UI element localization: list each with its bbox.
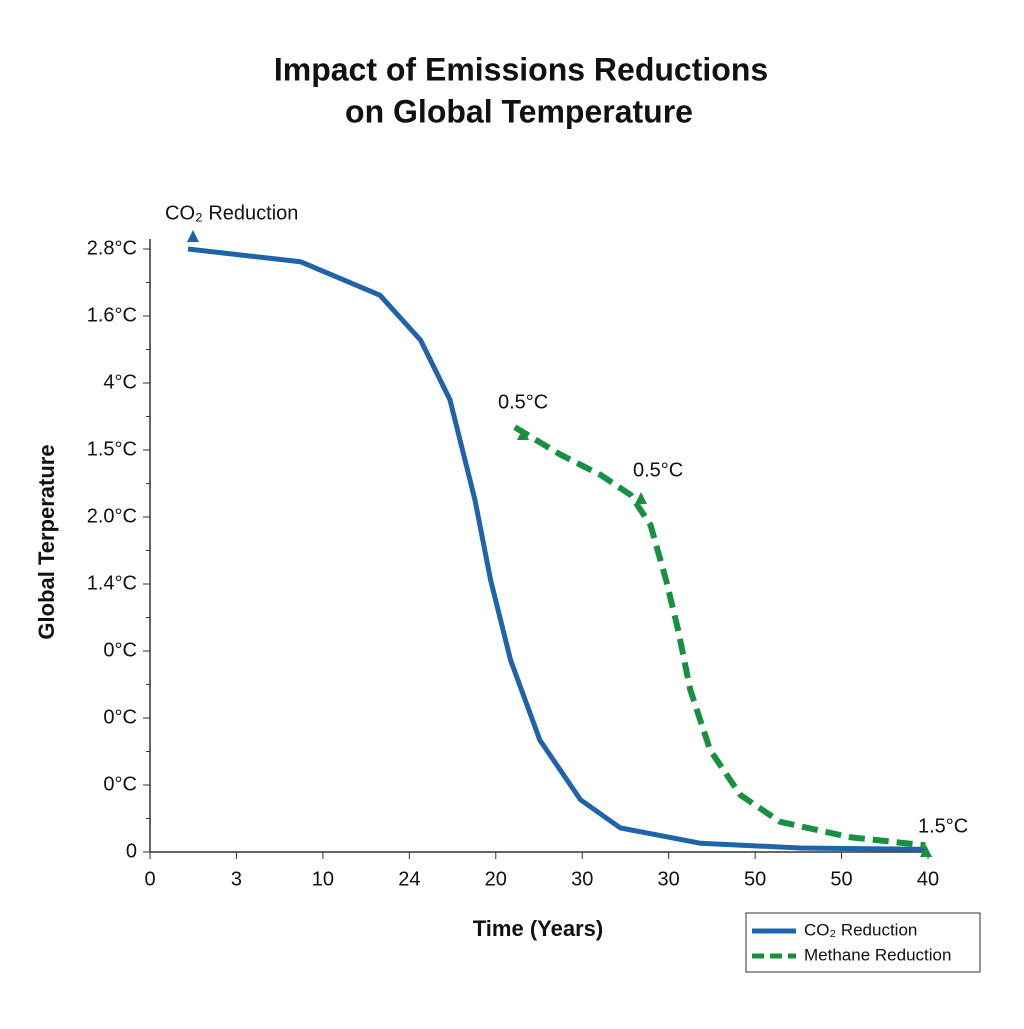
x-tick-label: 50 (830, 868, 852, 890)
y-tick-label: 1.4°C (87, 572, 137, 594)
y-tick-label: 2.0°C (87, 505, 137, 527)
x-tick-label: 10 (312, 868, 334, 890)
x-axis-label: Time (Years) (473, 916, 603, 941)
chart-title: on Global Temperature (345, 93, 693, 129)
x-tick-label: 50 (744, 868, 766, 890)
annotation-marker (920, 845, 932, 857)
annotation-marker (187, 230, 199, 242)
annotation: CO₂ Reduction (165, 202, 298, 224)
annotation-marker (517, 428, 529, 440)
y-tick-label: 2.8°C (87, 237, 137, 259)
annotation: 0.5°C (498, 391, 548, 413)
y-tick-label: 0°C (103, 639, 137, 661)
legend-label: Methane Reduction (804, 945, 951, 964)
x-tick-label: 24 (398, 868, 420, 890)
legend-label: CO₂ Reduction (804, 920, 917, 939)
y-axis-label: Global Terperature (34, 444, 59, 639)
data-line (513, 424, 926, 849)
x-tick-label: 30 (571, 868, 593, 890)
y-tick-label: 0°C (103, 773, 137, 795)
y-tick-label: 0 (126, 840, 137, 862)
y-tick-label: 1.6°C (87, 304, 137, 326)
x-tick-label: 20 (485, 868, 507, 890)
legend-box (745, 912, 981, 973)
y-tick-label: 0°C (103, 706, 137, 728)
annotation-marker (635, 492, 647, 504)
chart-title: Impact of Emissions Reductions (274, 51, 768, 87)
x-tick-label: 30 (658, 868, 680, 890)
annotation: 1.5°C (918, 815, 968, 837)
annotation: 0.5°C (633, 459, 683, 481)
x-tick-label: 40 (917, 868, 939, 890)
y-tick-label: 1.5°C (87, 438, 137, 460)
x-tick-label: 0 (144, 868, 155, 890)
data-line (187, 246, 926, 852)
x-tick-label: 3 (231, 868, 242, 890)
y-tick-label: 4°C (103, 371, 137, 393)
